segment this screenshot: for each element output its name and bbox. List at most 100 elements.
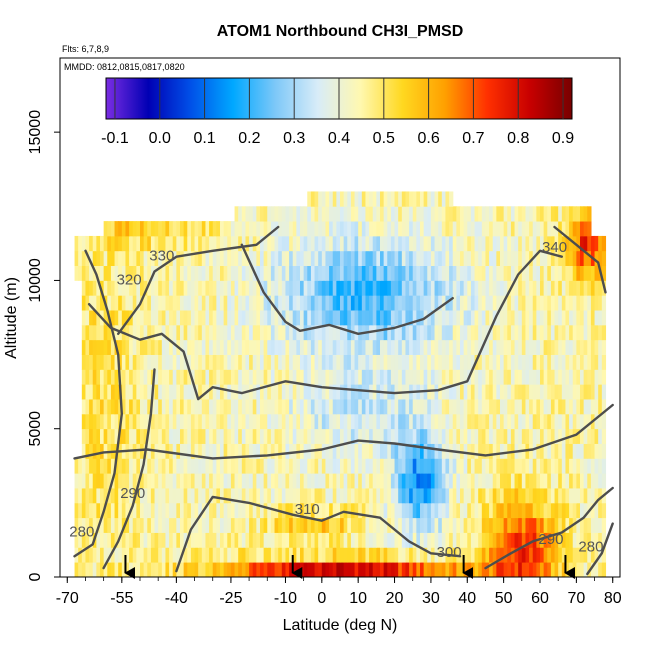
- heatmap-cell: [209, 399, 214, 415]
- heatmap-cell: [576, 206, 581, 222]
- heatmap-cell: [332, 458, 337, 474]
- heatmap-cell: [245, 265, 250, 281]
- heatmap-cell: [347, 310, 352, 326]
- heatmap-cell: [478, 265, 483, 281]
- heatmap-cell: [125, 324, 130, 341]
- heatmap-cell: [470, 399, 476, 415]
- heatmap-cell: [212, 399, 217, 415]
- heatmap-cell: [241, 354, 247, 370]
- heatmap-cell: [467, 250, 472, 266]
- heatmap-cell: [129, 384, 134, 400]
- heatmap-cell: [114, 562, 119, 577]
- heatmap-cell: [489, 221, 494, 237]
- heatmap-cell: [452, 280, 457, 296]
- heatmap-cell: [96, 295, 101, 311]
- heatmap-cell: [354, 458, 359, 474]
- heatmap-cell: [434, 413, 439, 430]
- heatmap-cell: [518, 413, 523, 430]
- heatmap-cell: [554, 206, 559, 222]
- heatmap-cell: [485, 295, 490, 311]
- heatmap-cell: [376, 428, 381, 444]
- heatmap-cell: [380, 458, 385, 474]
- heatmap-cell: [369, 413, 374, 430]
- heatmap-cell: [230, 413, 236, 430]
- heatmap-cell: [409, 265, 414, 281]
- heatmap-cell: [216, 235, 221, 252]
- heatmap-cell: [274, 310, 279, 326]
- heatmap-cell: [292, 458, 297, 474]
- heatmap-cell: [361, 339, 367, 355]
- heatmap-cell: [380, 310, 385, 326]
- heatmap-cell: [220, 547, 225, 563]
- heatmap-cell: [521, 310, 527, 326]
- heatmap-cell: [165, 488, 170, 504]
- heatmap-cell: [576, 265, 581, 281]
- heatmap-cell: [452, 310, 457, 326]
- heatmap-cell: [81, 458, 87, 474]
- heatmap-cell: [223, 295, 228, 311]
- heatmap-cell: [369, 502, 374, 519]
- heatmap-cell: [158, 562, 163, 577]
- heatmap-cell: [158, 295, 163, 311]
- heatmap-cell: [118, 547, 123, 563]
- heatmap-cell: [412, 191, 417, 207]
- heatmap-cell: [485, 399, 490, 415]
- heatmap-cell: [387, 369, 392, 385]
- heatmap-cell: [354, 310, 359, 326]
- heatmap-cell: [598, 458, 603, 474]
- heatmap-cell: [452, 473, 457, 489]
- heatmap-cell: [445, 384, 450, 400]
- heatmap-cell: [456, 206, 461, 222]
- heatmap-cell: [420, 413, 425, 430]
- heatmap-cell: [314, 562, 319, 577]
- heatmap-cell: [561, 339, 567, 355]
- heatmap-cell: [529, 428, 534, 444]
- heatmap-cell: [190, 250, 196, 266]
- heatmap-cell: [252, 280, 257, 296]
- heatmap-cell: [474, 399, 479, 415]
- heatmap-cell: [89, 339, 94, 355]
- heatmap-cell: [325, 339, 330, 355]
- heatmap-cell: [154, 369, 159, 385]
- heatmap-cell: [485, 547, 490, 563]
- heatmap-cell: [307, 488, 312, 504]
- heatmap-cell: [198, 443, 203, 459]
- heatmap-cell: [376, 235, 381, 252]
- heatmap-cell: [303, 413, 308, 430]
- heatmap-cell: [205, 250, 210, 266]
- heatmap-cell: [241, 488, 247, 504]
- heatmap-cell: [441, 265, 447, 281]
- heatmap-cell: [409, 413, 414, 430]
- heatmap-cell: [278, 324, 283, 341]
- heatmap-cell: [427, 517, 432, 533]
- heatmap-cell: [372, 235, 377, 252]
- heatmap-cell: [118, 488, 123, 504]
- heatmap-cell: [321, 191, 327, 207]
- heatmap-cell: [296, 517, 301, 533]
- heatmap-cell: [180, 250, 185, 266]
- heatmap-cell: [292, 399, 297, 415]
- heatmap-cell: [470, 458, 476, 474]
- heatmap-cell: [296, 562, 301, 577]
- heatmap-cell: [201, 354, 207, 370]
- heatmap-cell: [423, 191, 428, 207]
- heatmap-cell: [132, 547, 137, 563]
- heatmap-cell: [190, 369, 196, 385]
- heatmap-cell: [274, 384, 279, 400]
- heatmap-cell: [583, 369, 588, 385]
- heatmap-cell: [281, 547, 287, 563]
- heatmap-cell: [198, 413, 203, 430]
- heatmap-cell: [547, 532, 552, 548]
- heatmap-cell: [369, 428, 374, 444]
- contour-label: 290: [120, 485, 145, 502]
- heatmap-cell: [201, 488, 207, 504]
- heatmap-cell: [489, 280, 494, 296]
- heatmap-cell: [401, 265, 407, 281]
- heatmap-cell: [303, 458, 308, 474]
- heatmap-cell: [281, 517, 287, 533]
- heatmap-cell: [85, 399, 90, 415]
- heatmap-cell: [496, 488, 501, 504]
- heatmap-cell: [129, 265, 134, 281]
- heatmap-cell: [325, 295, 330, 311]
- heatmap-cell: [216, 265, 221, 281]
